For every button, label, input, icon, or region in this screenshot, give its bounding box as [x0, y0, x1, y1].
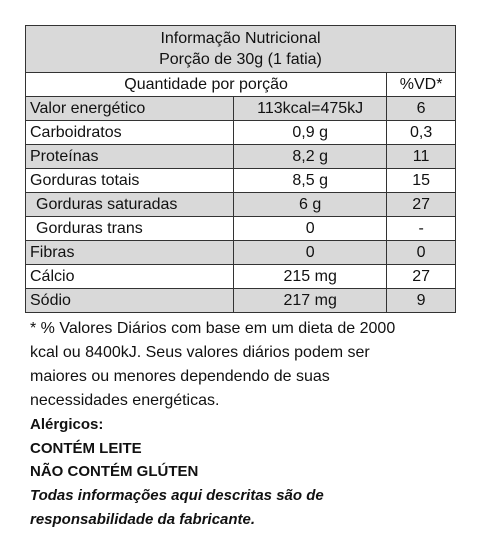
nutrient-name: Carboidratos: [24, 120, 235, 145]
nutrient-row: Gorduras totais 8,5 g 15: [24, 168, 456, 193]
nutrient-row: Proteínas 8,2 g 11: [24, 144, 456, 169]
nutrient-row: Sódio 217 mg 9: [24, 288, 456, 313]
nutrient-row: Gorduras saturadas 6 g 27: [24, 192, 456, 217]
nutrient-vd: 27: [386, 192, 456, 217]
footnote-line: kcal ou 8400kJ. Seus valores diários pod…: [30, 344, 370, 361]
nutrient-vd: 11: [386, 144, 456, 169]
column-header: %VD*: [386, 72, 456, 97]
nutrient-amount: 217 mg: [233, 288, 388, 313]
column-row: Quantidade por porção %VD*: [24, 72, 456, 97]
serving: Porção de 30g (1 fatia): [159, 51, 322, 68]
footnote-line: maiores ou menores dependendo de suas: [30, 368, 330, 385]
nutrient-amount: 113kcal=475kJ: [233, 96, 388, 121]
header-row: Informação Nutricional Porção de 30g (1 …: [25, 25, 456, 73]
footnote-line: necessidades energéticas.: [30, 392, 220, 409]
allergen: CONTÉM LEITE: [30, 439, 142, 457]
nutrient-vd: -: [386, 216, 456, 241]
nutrient-name: Proteínas: [24, 144, 235, 169]
nutrient-vd: 9: [386, 288, 456, 313]
nutrient-vd: 0: [386, 240, 456, 265]
table-body: Informação Nutricional Porção de 30g (1 …: [24, 25, 456, 313]
nutrient-amount: 215 mg: [233, 264, 388, 289]
nutrient-amount: 8,2 g: [233, 144, 388, 169]
nutrient-name: Gorduras totais: [24, 168, 235, 193]
nutrient-vd: 27: [386, 264, 456, 289]
nutrient-name: Fibras: [24, 240, 235, 265]
nutrient-name: Sódio: [24, 288, 235, 313]
nutrient-row: Gorduras trans 0-: [24, 216, 456, 241]
column-header: Quantidade por porção: [24, 72, 388, 97]
disclaimer-line: responsabilidade da fabricante.: [30, 510, 256, 528]
nutrient-amount: 0: [233, 216, 388, 241]
nutrient-row: Valor energético 113kcal=475kJ 6: [24, 96, 456, 121]
nutrient-name: Cálcio: [24, 264, 235, 289]
nutrient-row: Cálcio 215 mg 27: [24, 264, 456, 289]
nutrient-name: Gorduras saturadas: [24, 192, 235, 217]
nutrient-name: Gorduras trans: [24, 216, 235, 241]
nutrient-row: Fibras 0 0: [24, 240, 456, 265]
nutrient-amount: 6 g: [233, 192, 388, 217]
disclaimer-line: Todas informações aqui descritas são de: [30, 486, 324, 504]
header-cell: Informação Nutricional Porção de 30g (1 …: [25, 25, 456, 73]
notes: * % Valores Diários com base em um dieta…: [30, 317, 470, 532]
nutrient-vd: 6: [386, 96, 456, 121]
allergens-title: Alérgicos:: [30, 416, 104, 433]
nutrient-amount: 8,5 g: [233, 168, 388, 193]
table-title: Informação Nutricional: [160, 30, 321, 47]
nutrient-amount: 0: [233, 240, 388, 265]
nutrient-amount: 0,9 g: [233, 120, 388, 145]
allergen: NÃO CONTÉM GLÚTEN: [30, 463, 199, 480]
footnote-line: * % Valores Diários com base em um dieta…: [30, 320, 396, 337]
nutrient-row: Carboidratos 0,9 g 0,3: [24, 120, 456, 145]
nutrient-vd: 15: [386, 168, 456, 193]
nutrition-table: Informação Nutricional Porção de 30g (1 …: [24, 25, 456, 313]
nutrient-name: Valor energético: [24, 96, 235, 121]
nutrient-vd: 0,3: [386, 120, 456, 145]
